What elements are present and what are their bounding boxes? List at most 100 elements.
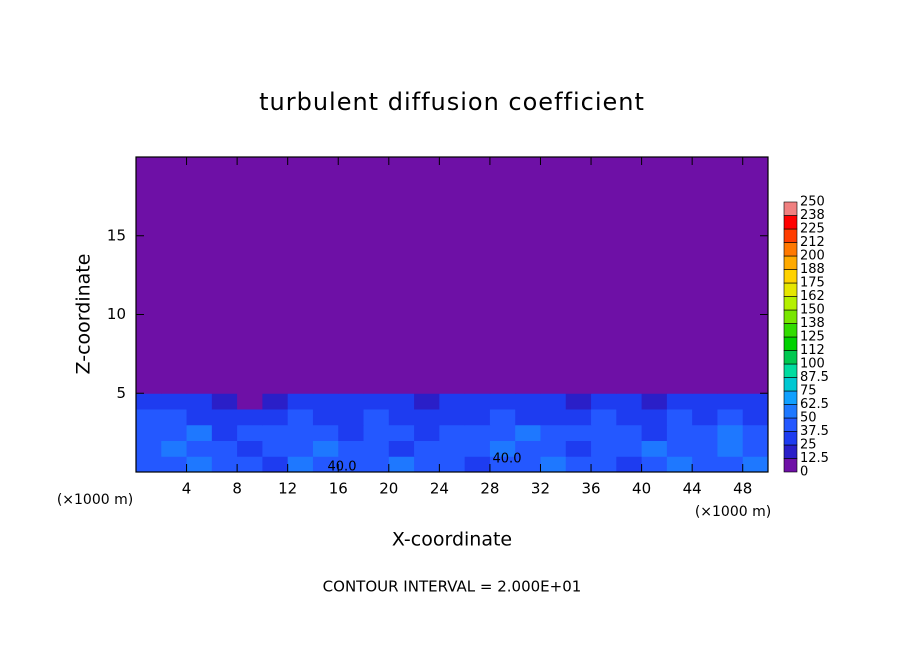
field-cell: [262, 456, 289, 473]
field-cell: [540, 456, 567, 473]
field-cell: [742, 424, 769, 441]
field-cell: [388, 393, 415, 410]
field-cell: [742, 157, 769, 394]
field-cell: [464, 157, 491, 394]
field-cell: [439, 409, 466, 426]
colorbar-swatch: [783, 377, 798, 392]
field: [136, 157, 769, 473]
field-cell: [742, 393, 769, 410]
field-cell: [211, 456, 238, 473]
field-cell: [515, 424, 541, 441]
field-cell: [692, 440, 718, 457]
colorbar-swatch: [783, 323, 798, 338]
field-cell: [565, 456, 592, 473]
colorbar-label: 112: [800, 343, 825, 358]
field-cell: [439, 157, 466, 394]
field-cell: [211, 424, 238, 441]
field-cell: [616, 409, 643, 426]
colorbar-swatch: [783, 269, 798, 284]
field-cell: [565, 424, 592, 441]
field-cell: [136, 157, 162, 394]
field-cell: [237, 393, 263, 410]
colorbar-label: 0: [800, 465, 808, 480]
field-cell: [464, 424, 491, 441]
x-axis-title: X-coordinate: [392, 529, 512, 551]
field-cell: [161, 409, 188, 426]
field-cell: [666, 456, 693, 473]
colorbar-swatch: [783, 363, 798, 378]
field-cell: [717, 393, 744, 410]
y-tick-label: 10: [107, 305, 126, 323]
field-cell: [666, 424, 693, 441]
field-cell: [186, 424, 213, 441]
colorbar-swatch: [783, 444, 798, 459]
field-cell: [211, 409, 238, 426]
field-cell: [287, 157, 314, 394]
chart-title: turbulent diffusion coefficient: [259, 88, 645, 116]
field-cell: [692, 424, 718, 441]
field-cell: [666, 440, 693, 457]
field-cell: [237, 157, 263, 394]
field-cell: [489, 440, 516, 457]
colorbar-swatch: [783, 228, 798, 243]
colorbar-swatch: [783, 309, 798, 324]
field-cell: [287, 409, 314, 426]
field-cell: [237, 424, 263, 441]
colorbar-swatch: [783, 255, 798, 270]
colorbar-swatch: [783, 336, 798, 351]
field-cell: [338, 424, 365, 441]
field-cell: [338, 440, 365, 457]
field-cell: [692, 157, 718, 394]
colorbar-label: 125: [800, 330, 825, 345]
field-cell: [565, 440, 592, 457]
colorbar-swatch: [783, 242, 798, 257]
field-cell: [489, 157, 516, 394]
field-cell: [641, 157, 668, 394]
field-cell: [464, 409, 491, 426]
x-tick-label: 40: [632, 480, 651, 498]
field-cell: [338, 409, 365, 426]
field-cell: [414, 157, 440, 394]
x-tick-label: 28: [480, 480, 499, 498]
field-cell: [312, 157, 339, 394]
field-cell: [515, 456, 541, 473]
field-cell: [262, 440, 289, 457]
field-cell: [287, 424, 314, 441]
field-cell: [287, 393, 314, 410]
field-cell: [363, 409, 390, 426]
field-cell: [515, 440, 541, 457]
colorbar-swatch: [783, 417, 798, 432]
field-cell: [287, 456, 314, 473]
x-tick-label: 24: [430, 480, 449, 498]
field-cell: [186, 157, 213, 394]
field-cell: [464, 456, 491, 473]
colorbar-label: 87.5: [800, 370, 829, 385]
field-cell: [363, 157, 390, 394]
colorbar-label: 37.5: [800, 424, 829, 439]
field-cell: [464, 440, 491, 457]
field-cell: [742, 409, 769, 426]
field-cell: [641, 409, 668, 426]
field-cell: [388, 440, 415, 457]
contour-label: 40.0: [328, 460, 357, 475]
field-cell: [591, 440, 617, 457]
x-tick-label: 32: [531, 480, 550, 498]
field-cell: [388, 157, 415, 394]
field-cell: [363, 393, 390, 410]
colorbar-swatch: [783, 431, 798, 446]
x-tick-label: 20: [379, 480, 398, 498]
field-cell: [742, 456, 769, 473]
field-cell: [515, 393, 541, 410]
y-tick-label: 15: [107, 226, 126, 244]
field-cell: [338, 157, 365, 394]
field-cell: [136, 456, 162, 473]
field-cell: [616, 440, 643, 457]
field-cell: [363, 456, 390, 473]
field-cell: [136, 393, 162, 410]
colorbar-label: 75: [800, 384, 817, 399]
colorbar-label: 200: [800, 249, 825, 264]
field-cell: [565, 409, 592, 426]
colorbar-label: 225: [800, 222, 825, 237]
field-cell: [515, 409, 541, 426]
field-cell: [666, 157, 693, 394]
